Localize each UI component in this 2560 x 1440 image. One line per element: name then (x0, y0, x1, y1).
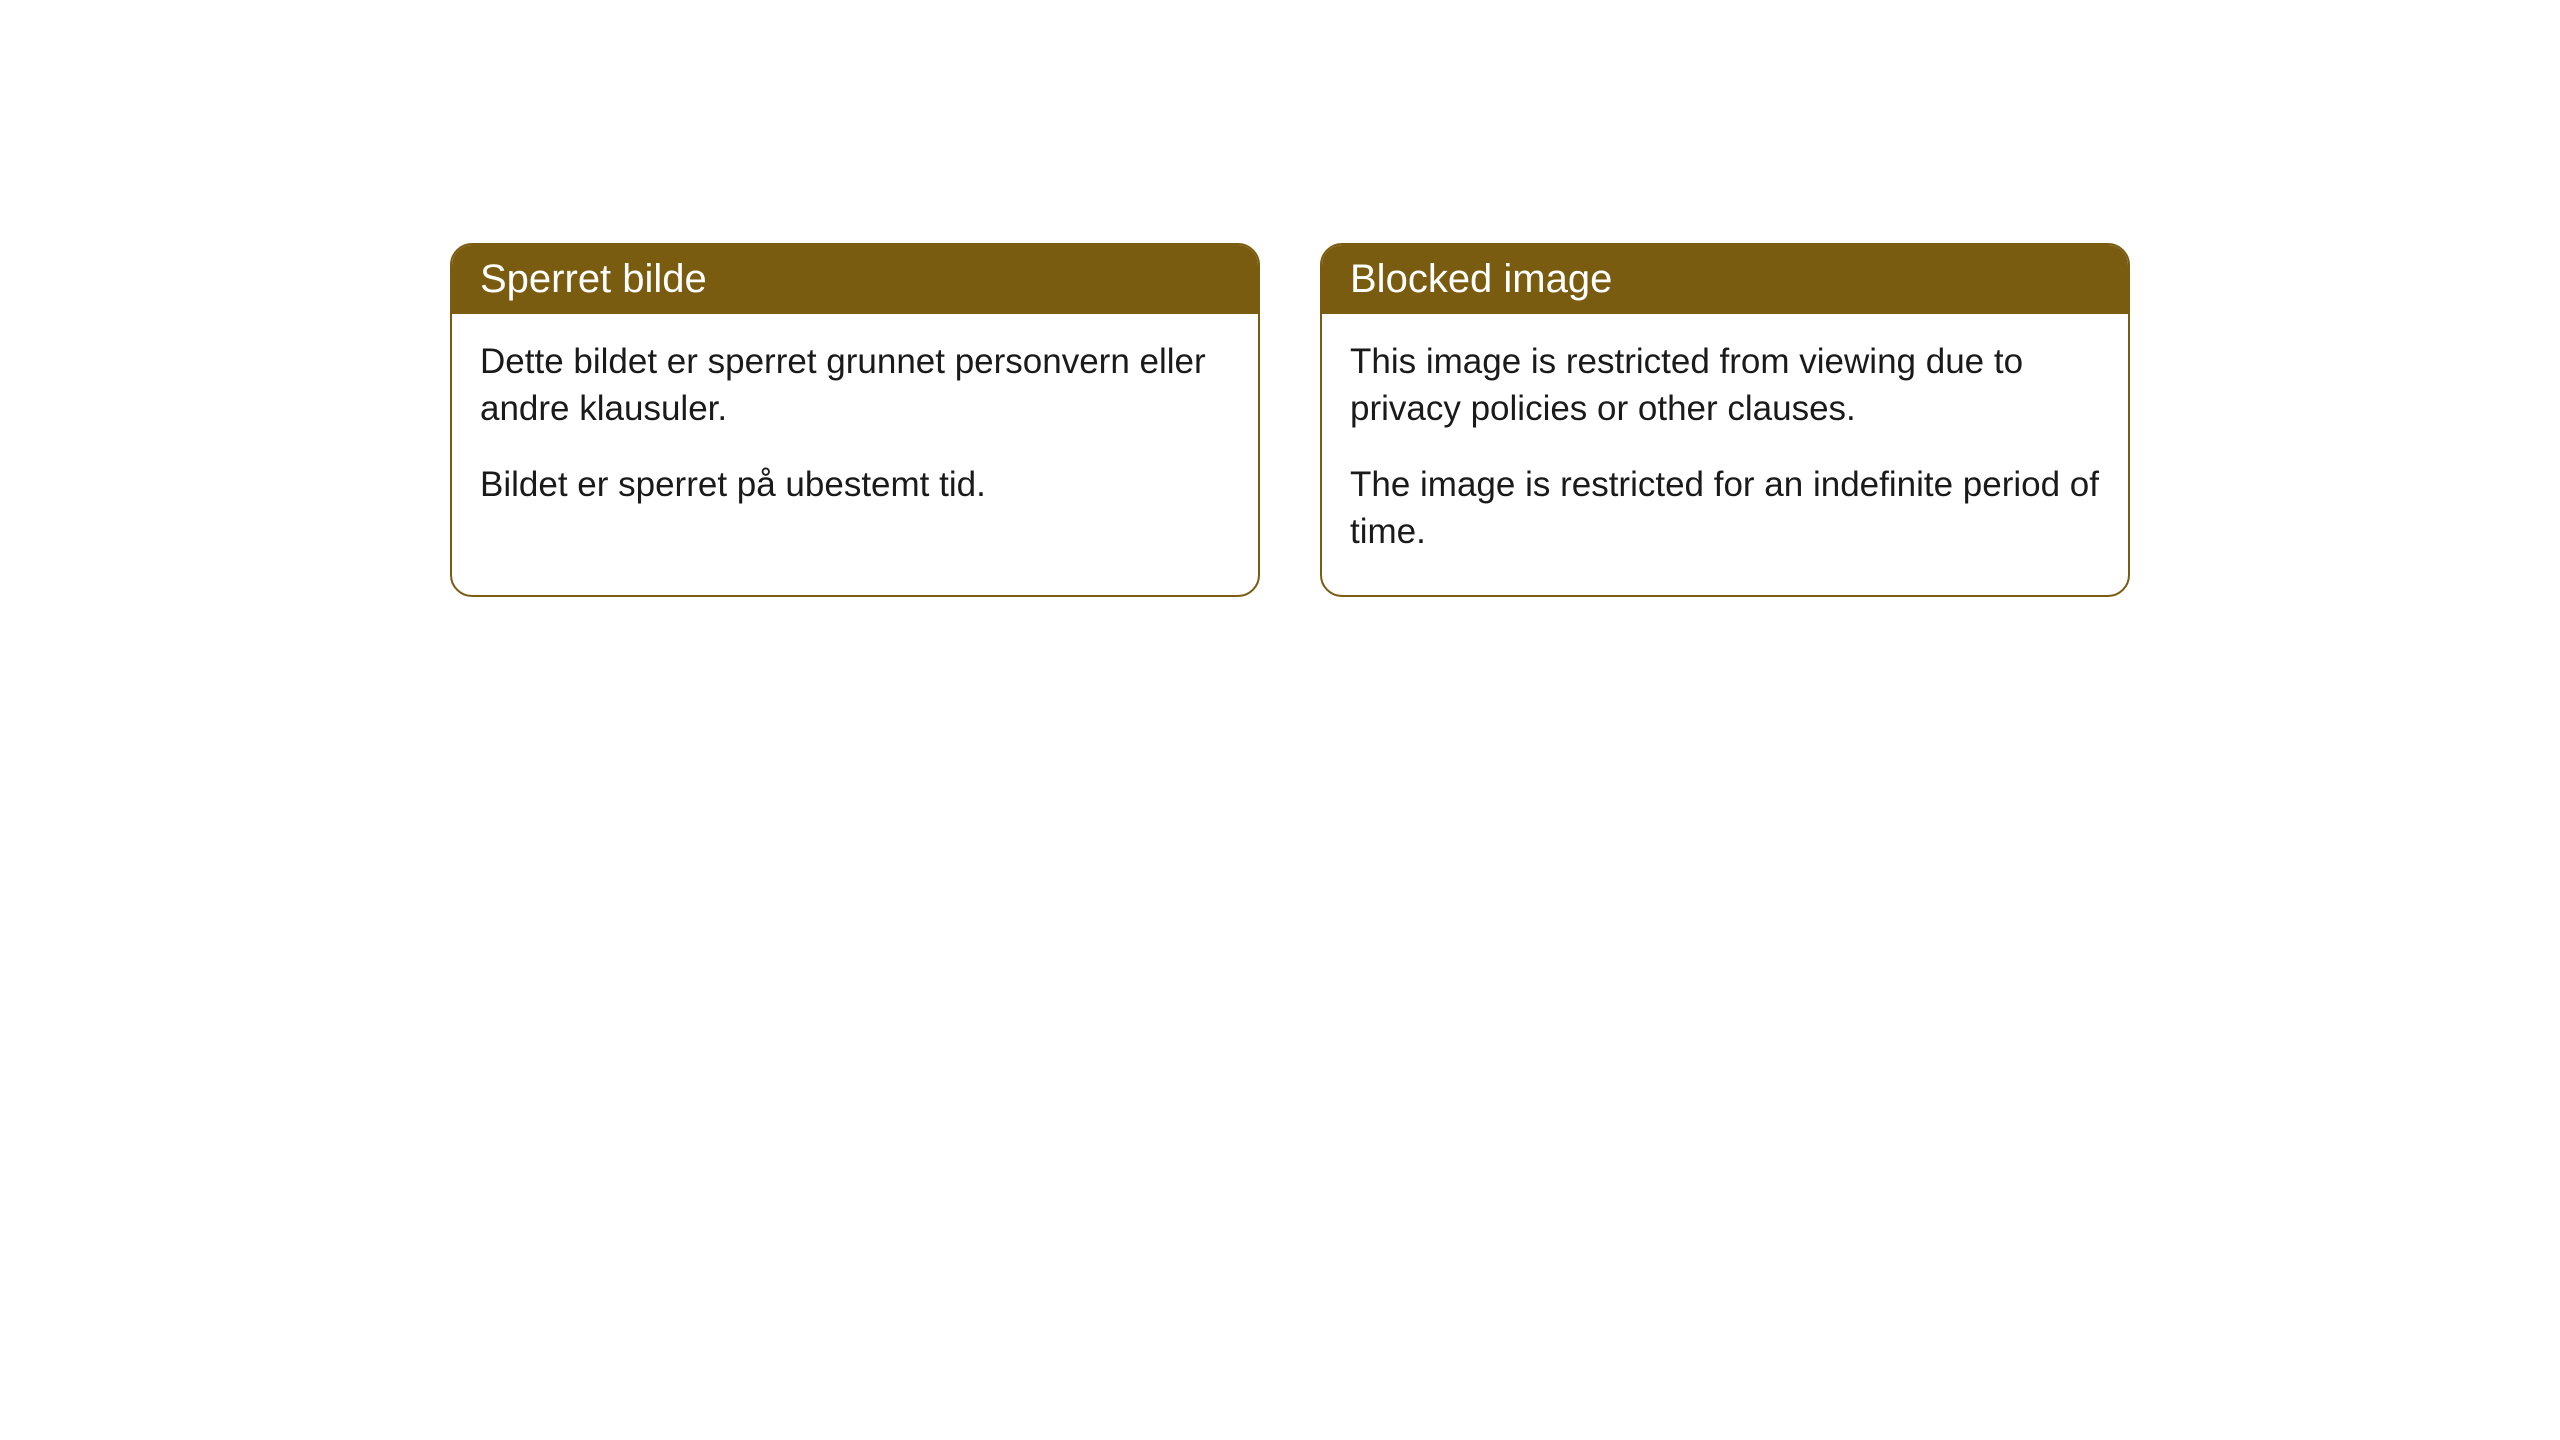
notice-card-english: Blocked image This image is restricted f… (1320, 243, 2130, 597)
card-header: Blocked image (1322, 245, 2128, 314)
card-paragraph: Bildet er sperret på ubestemt tid. (480, 461, 1230, 508)
card-title: Blocked image (1350, 257, 1612, 301)
notice-cards-container: Sperret bilde Dette bildet er sperret gr… (450, 243, 2130, 597)
card-body: This image is restricted from viewing du… (1322, 314, 2128, 595)
notice-card-norwegian: Sperret bilde Dette bildet er sperret gr… (450, 243, 1260, 597)
card-body: Dette bildet er sperret grunnet personve… (452, 314, 1258, 548)
card-paragraph: Dette bildet er sperret grunnet personve… (480, 338, 1230, 433)
card-paragraph: The image is restricted for an indefinit… (1350, 461, 2100, 556)
card-title: Sperret bilde (480, 257, 707, 301)
card-paragraph: This image is restricted from viewing du… (1350, 338, 2100, 433)
card-header: Sperret bilde (452, 245, 1258, 314)
